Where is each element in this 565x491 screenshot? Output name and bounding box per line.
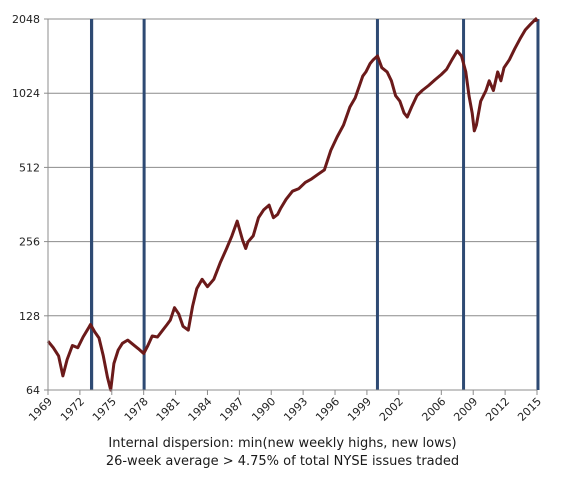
x-tick-label: 1987: [217, 395, 246, 424]
event-bar: [375, 19, 379, 390]
event-bar: [536, 19, 540, 390]
event-bars: [89, 19, 540, 390]
y-tick-label: 64: [26, 384, 40, 397]
x-tick-label: 1999: [345, 395, 374, 424]
y-axis-ticks: 64 128 256 512 1024 2048: [12, 13, 48, 397]
event-bar: [89, 19, 94, 390]
y-tick-label: 1024: [12, 87, 40, 100]
x-tick-label: 1984: [186, 395, 215, 424]
y-tick-label: 2048: [12, 13, 40, 26]
x-tick-label: 1996: [313, 395, 342, 424]
event-bar: [462, 19, 466, 390]
x-tick-label: 1990: [249, 395, 278, 424]
x-tick-label: 2009: [451, 395, 480, 424]
y-tick-label: 512: [19, 161, 40, 174]
x-tick-label: 2002: [377, 395, 406, 424]
x-tick-label: 2015: [515, 395, 544, 424]
x-tick-label: 1993: [281, 395, 310, 424]
x-tick-label: 1981: [154, 395, 183, 424]
x-tick-label: 1975: [90, 395, 119, 424]
y-tick-label: 256: [19, 236, 40, 249]
x-tick-label: 1972: [58, 395, 87, 424]
x-tick-label: 2012: [483, 395, 512, 424]
x-tick-label: 2006: [419, 395, 448, 424]
x-tick-label: 1978: [122, 395, 151, 424]
x-axis-ticks: 1969 1972 1975 1978 1981 1984 1987 1990 1993 1996…: [26, 390, 544, 424]
series-line: [46, 17, 539, 392]
series-layer: [46, 17, 539, 392]
annotation-line-1: Internal dispersion: min(new weekly high…: [108, 436, 457, 451]
axes: [47, 19, 537, 391]
y-tick-label: 128: [19, 310, 40, 323]
x-tick-label: 1969: [26, 395, 55, 424]
event-bar: [142, 19, 146, 390]
annotation-line-2: 26-week average > 4.75% of total NYSE is…: [105, 454, 460, 469]
